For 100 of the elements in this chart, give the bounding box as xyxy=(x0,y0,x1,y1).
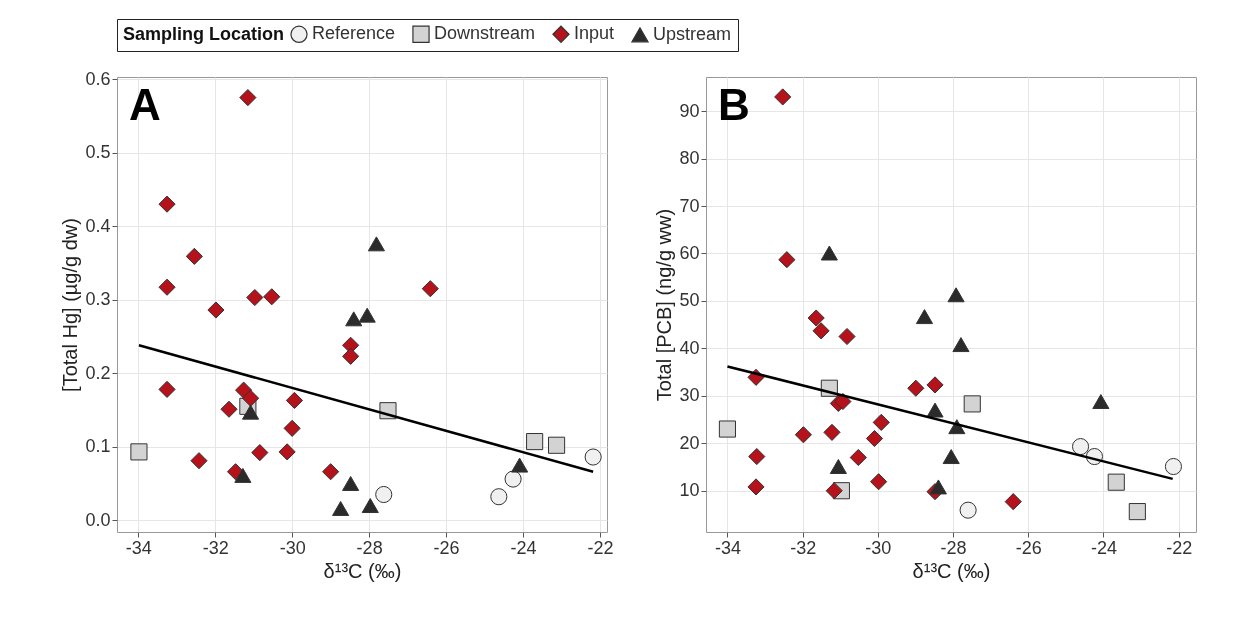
point xyxy=(263,288,281,306)
y-tick-label: 0.6 xyxy=(85,68,111,89)
point xyxy=(870,473,888,491)
point xyxy=(1164,457,1182,476)
y-tick-label: 30 xyxy=(679,385,700,406)
y-tick-label: 90 xyxy=(679,100,700,121)
x-tick-label: -26 xyxy=(433,537,460,558)
annotation: A xyxy=(129,80,161,129)
y-tick-label: 50 xyxy=(679,290,700,311)
point xyxy=(1004,493,1022,511)
y-tick-label: 0.1 xyxy=(85,436,111,457)
point xyxy=(778,251,796,269)
point xyxy=(872,413,890,431)
point xyxy=(774,88,792,106)
point xyxy=(926,402,944,418)
point xyxy=(242,404,260,420)
point xyxy=(1092,394,1110,410)
point xyxy=(185,247,203,265)
point xyxy=(242,389,260,407)
point xyxy=(952,337,970,353)
legend-label: Reference xyxy=(312,23,396,44)
x-tick-label: -30 xyxy=(279,537,306,558)
x-tick-label: -24 xyxy=(1090,537,1117,558)
y-tick-label: 0.2 xyxy=(85,362,111,383)
point xyxy=(342,476,360,491)
y-tick-label: 10 xyxy=(679,480,700,501)
point xyxy=(926,376,944,394)
point xyxy=(283,419,301,437)
point xyxy=(526,433,544,451)
point xyxy=(345,311,363,327)
x-tick-label: -32 xyxy=(202,537,229,558)
legend-label: Input xyxy=(574,23,615,44)
point xyxy=(947,287,965,303)
point xyxy=(915,309,934,325)
point xyxy=(158,195,176,213)
point xyxy=(825,482,843,500)
point xyxy=(849,448,867,467)
y-tick-label: 0.4 xyxy=(85,215,111,236)
point xyxy=(239,89,257,107)
x-axis-title: δ¹³C (‰) xyxy=(323,559,402,582)
point xyxy=(361,498,379,514)
y-axis-title: Total [PCB] (ng/g ww) xyxy=(653,208,676,402)
point xyxy=(207,301,225,319)
point xyxy=(246,288,264,307)
point xyxy=(158,278,176,296)
legend-title: Sampling Location xyxy=(123,24,285,44)
point xyxy=(548,436,566,454)
point xyxy=(907,379,925,397)
point xyxy=(1107,473,1125,491)
legend-label: Upstream xyxy=(653,23,732,44)
x-tick-label: -26 xyxy=(1015,537,1042,558)
x-tick-label: -22 xyxy=(587,537,614,558)
point xyxy=(1128,503,1146,521)
point xyxy=(584,448,602,466)
point xyxy=(820,245,838,261)
point xyxy=(794,426,812,444)
point xyxy=(511,457,529,473)
point xyxy=(342,347,360,365)
point xyxy=(747,478,765,496)
y-tick-label: 0.0 xyxy=(85,509,111,530)
point xyxy=(748,448,766,466)
point xyxy=(1071,438,1090,456)
annotation: B xyxy=(718,80,750,129)
point xyxy=(490,488,508,506)
x-tick-label: -34 xyxy=(125,537,152,558)
point xyxy=(190,452,208,470)
point xyxy=(838,327,856,346)
y-tick-label: 0.3 xyxy=(85,289,111,310)
y-tick-label: 80 xyxy=(679,148,700,169)
point xyxy=(234,467,252,483)
x-tick-label: -22 xyxy=(1166,537,1193,558)
point xyxy=(929,479,947,495)
x-tick-label: -24 xyxy=(510,537,537,558)
point xyxy=(375,485,393,504)
point xyxy=(358,307,376,323)
point xyxy=(322,463,340,481)
y-tick-label: 70 xyxy=(679,195,700,216)
point xyxy=(823,423,841,441)
y-axis-title: [Total Hg] (µg/g dw) xyxy=(59,218,82,392)
point xyxy=(718,420,736,438)
point xyxy=(278,443,296,461)
point xyxy=(504,470,522,488)
point xyxy=(963,395,981,413)
point xyxy=(130,443,148,461)
legend-label: Downstream xyxy=(434,23,536,44)
point xyxy=(285,391,304,409)
point xyxy=(367,236,385,252)
point xyxy=(812,322,830,340)
point xyxy=(829,459,847,475)
x-tick-label: -28 xyxy=(356,537,383,558)
y-tick-label: 40 xyxy=(679,337,700,358)
point xyxy=(865,429,884,448)
point xyxy=(942,449,960,465)
point xyxy=(959,501,977,519)
y-tick-label: 0.5 xyxy=(85,142,111,163)
y-tick-label: 60 xyxy=(679,243,700,263)
point xyxy=(220,400,238,418)
y-tick-label: 20 xyxy=(679,432,700,453)
x-axis-title: δ¹³C (‰) xyxy=(912,559,991,582)
point xyxy=(251,444,269,462)
